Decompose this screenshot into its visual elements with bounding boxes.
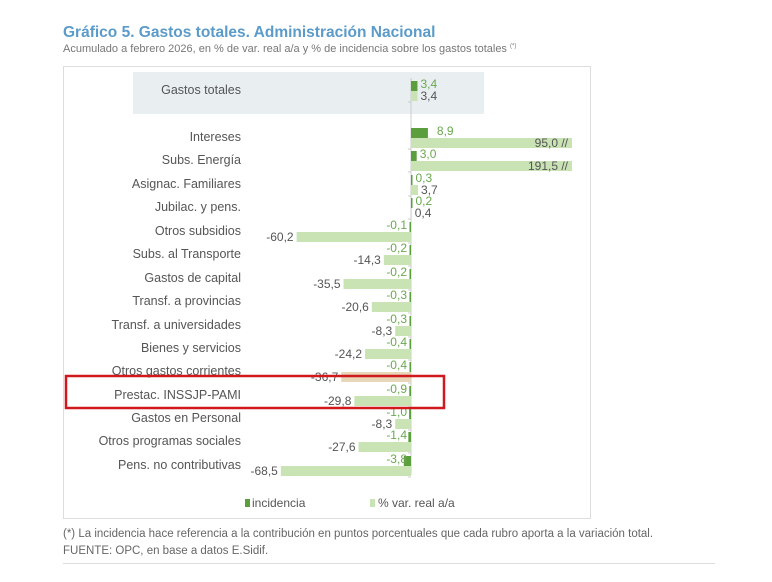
var-bar bbox=[296, 232, 411, 242]
legend-label-var: % var. real a/a bbox=[378, 496, 455, 510]
incidencia-bar bbox=[411, 198, 413, 208]
var-label: 3,4 bbox=[420, 89, 437, 103]
var-label: 3,7 bbox=[421, 183, 438, 197]
divider bbox=[63, 563, 715, 564]
category-label: Subs. al Transporte bbox=[133, 247, 241, 261]
incidencia-bar bbox=[408, 432, 411, 442]
incidencia-label: 3,0 bbox=[420, 147, 437, 161]
var-bar bbox=[411, 208, 412, 218]
incidencia-bar bbox=[409, 245, 411, 255]
var-label: 95,0 // bbox=[535, 136, 569, 150]
incidencia-label: -0,2 bbox=[386, 241, 407, 255]
var-bar bbox=[411, 138, 572, 148]
incidencia-label: -1,4 bbox=[386, 428, 407, 442]
chart-subtitle: Acumulado a febrero 2026, en % de var. r… bbox=[63, 43, 516, 55]
var-label: 191,5 // bbox=[528, 159, 569, 173]
legend-label-incidencia: incidencia bbox=[252, 496, 306, 510]
highlight-box bbox=[64, 374, 446, 410]
category-label: Gastos en Personal bbox=[131, 411, 241, 425]
var-bar bbox=[411, 161, 572, 171]
incidencia-bar bbox=[403, 456, 411, 466]
var-label: 0,4 bbox=[415, 206, 432, 220]
category-label: Gastos de capital bbox=[144, 271, 241, 285]
var-label: -14,3 bbox=[353, 253, 381, 267]
category-label: Otros subsidios bbox=[155, 224, 241, 238]
var-label: -8,3 bbox=[372, 324, 393, 338]
incidencia-label: -0,4 bbox=[386, 335, 407, 349]
var-bar bbox=[371, 302, 411, 312]
incidencia-label: -0,2 bbox=[386, 265, 407, 279]
var-bar bbox=[343, 279, 411, 289]
footnote-marker: (*) bbox=[510, 43, 517, 50]
var-label: -27,6 bbox=[328, 440, 356, 454]
var-bar bbox=[365, 349, 411, 359]
category-label: Transf. a provincias bbox=[132, 294, 241, 308]
var-bar bbox=[358, 442, 411, 452]
footnote: (*) La incidencia hace referencia a la c… bbox=[63, 528, 654, 540]
var-bar bbox=[395, 419, 411, 429]
incidencia-bar bbox=[411, 128, 428, 138]
chart-title: Gráfico 5. Gastos totales. Administració… bbox=[63, 24, 436, 41]
category-label: Intereses bbox=[190, 130, 241, 144]
legend-swatch-var bbox=[370, 499, 375, 507]
incidencia-bar bbox=[409, 339, 411, 349]
var-label: -20,6 bbox=[342, 300, 370, 314]
var-label: -29,8 bbox=[324, 394, 352, 408]
var-label: -35,5 bbox=[313, 277, 341, 291]
var-label: -24,2 bbox=[335, 347, 363, 361]
incidencia-label: 0,3 bbox=[416, 171, 433, 185]
total-highlight-box bbox=[133, 72, 484, 114]
category-label: Asignac. Familiares bbox=[132, 177, 241, 191]
source-note: FUENTE: OPC, en base a datos E.Sidif. bbox=[63, 545, 269, 557]
category-label: Pens. no contributivas bbox=[118, 458, 241, 472]
var-bar bbox=[411, 185, 419, 195]
incidencia-label: -0,4 bbox=[386, 358, 407, 372]
incidencia-label: -0,9 bbox=[386, 382, 407, 396]
category-label: Jubilac. y pens. bbox=[155, 200, 241, 214]
incidencia-label: -0,3 bbox=[386, 312, 407, 326]
var-label: -8,3 bbox=[372, 417, 393, 431]
category-label: Bienes y servicios bbox=[141, 341, 241, 355]
category-label: Prestac. INSSJP-PAMI bbox=[114, 388, 241, 402]
category-label: Gastos totales bbox=[161, 83, 241, 97]
incidencia-bar bbox=[411, 151, 417, 161]
var-bar bbox=[383, 255, 411, 265]
incidencia-bar bbox=[409, 362, 411, 372]
chart-frame bbox=[63, 66, 591, 519]
incidencia-label: -0,1 bbox=[386, 218, 407, 232]
var-bar bbox=[411, 91, 418, 101]
category-label: Subs. Energía bbox=[162, 153, 241, 167]
incidencia-bar bbox=[409, 269, 411, 279]
var-bar bbox=[354, 396, 411, 406]
incidencia-label: -0,3 bbox=[386, 288, 407, 302]
incidencia-bar bbox=[409, 386, 411, 396]
incidencia-bar bbox=[411, 81, 418, 91]
incidencia-label: 3,4 bbox=[420, 77, 437, 91]
var-label: -68,5 bbox=[250, 464, 278, 478]
var-bar bbox=[395, 326, 411, 336]
category-label: Transf. a universidades bbox=[112, 318, 241, 332]
category-label: Otros gastos corrientes bbox=[112, 364, 241, 378]
legend-swatch-incidencia bbox=[245, 499, 250, 507]
var-bar bbox=[280, 466, 411, 476]
incidencia-bar bbox=[409, 222, 411, 232]
var-label: -60,2 bbox=[266, 230, 294, 244]
category-label: Otros programas sociales bbox=[99, 434, 241, 448]
incidencia-label: 8,9 bbox=[437, 124, 454, 138]
incidencia-bar bbox=[409, 316, 411, 326]
incidencia-label: 0,2 bbox=[416, 194, 433, 208]
incidencia-label: -3,8 bbox=[386, 452, 407, 466]
incidencia-bar bbox=[409, 292, 411, 302]
incidencia-bar bbox=[409, 409, 411, 419]
subtitle-text: Acumulado a febrero 2026, en % de var. r… bbox=[63, 43, 507, 55]
incidencia-bar bbox=[411, 175, 413, 185]
